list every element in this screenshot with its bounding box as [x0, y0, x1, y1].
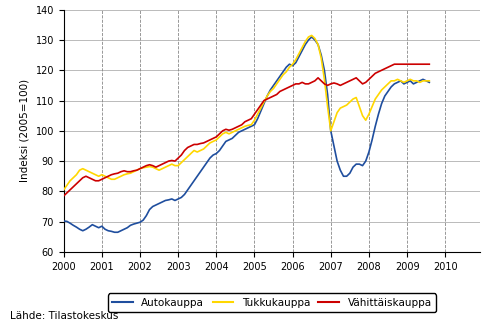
Y-axis label: Indeksi (2005=100): Indeksi (2005=100) — [20, 79, 30, 182]
Text: Lähde: Tilastokeskus: Lähde: Tilastokeskus — [10, 311, 118, 321]
Legend: Autokauppa, Tukkukauppa, Vähittäiskauppa: Autokauppa, Tukkukauppa, Vähittäiskauppa — [108, 294, 436, 312]
